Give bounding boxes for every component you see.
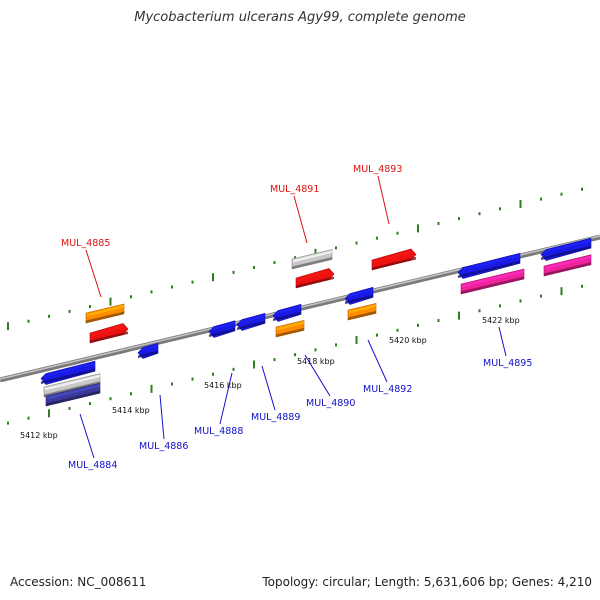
leader-mul-4890 bbox=[304, 354, 331, 397]
gene-block-mul-4888[interactable] bbox=[208, 320, 236, 338]
gene-block-mul-4890-highlight bbox=[274, 305, 301, 315]
gene-block-mul-4892-shadow bbox=[345, 294, 373, 304]
gene-block-mul-4895a-shadow bbox=[458, 260, 520, 278]
gene-block-mul-4893-shadow bbox=[372, 257, 416, 270]
gene-label-mul-4890[interactable]: MUL_4890 bbox=[306, 398, 355, 409]
gene-block-mul-4892a-highlight bbox=[349, 304, 376, 314]
gene-block-mul-4893-highlight bbox=[373, 250, 411, 264]
gene-block-mul-4891-shadow bbox=[296, 276, 334, 288]
gene-block-mul-4892a-shadow bbox=[348, 310, 376, 320]
gene-block-mul-4884[interactable] bbox=[40, 360, 96, 385]
ruler-label: 5412 kbp bbox=[20, 431, 58, 440]
gene-block-mul-4891a[interactable] bbox=[291, 249, 333, 270]
gene-block-mul-4895a[interactable] bbox=[457, 252, 521, 279]
gene-label-mul-4892[interactable]: MUL_4892 bbox=[363, 384, 412, 395]
gene-block-b-shadow bbox=[544, 262, 591, 276]
gene-block-mul-4885-highlight bbox=[91, 324, 123, 337]
gene-labels: 5412 kbp 5414 kbp 5416 kbp 5418 kbp 5420 kbp… bbox=[20, 164, 532, 471]
ruler-label: 5416 kbp bbox=[204, 381, 242, 390]
gene-block-mul-4884a-highlight bbox=[45, 374, 100, 391]
ruler-ticks-bottom bbox=[7, 284, 583, 425]
gene-block-mul-4885[interactable] bbox=[89, 323, 129, 344]
map-title: Mycobacterium ulcerans Agy99, complete g… bbox=[134, 10, 466, 25]
gene-block-mul-4886[interactable] bbox=[137, 342, 159, 359]
gene-label-mul-4893[interactable]: MUL_4893 bbox=[353, 164, 402, 175]
leader-mul-4889 bbox=[261, 365, 276, 411]
gene-block-mul-4885-shadow bbox=[90, 331, 128, 343]
gene-block-mul-4889[interactable] bbox=[236, 312, 266, 331]
ruler-label: 5414 kbp bbox=[112, 406, 150, 415]
leader-mul-4884 bbox=[79, 413, 95, 459]
gene-block-mul-4892a[interactable] bbox=[347, 302, 377, 321]
gene-block-mul-4892-highlight bbox=[346, 288, 373, 298]
ruler-label: 5418 kbp bbox=[297, 357, 335, 366]
gene-block-mul-4890[interactable] bbox=[272, 303, 302, 322]
leader-mul-4885 bbox=[85, 249, 102, 298]
gene-block-mul-4895a-highlight bbox=[459, 254, 520, 272]
gene-block-mul-4884b-shadow bbox=[46, 390, 100, 406]
gene-block-a-shadow bbox=[541, 245, 591, 260]
gene-block-mul-4895-shadow bbox=[461, 276, 524, 294]
gene-block-b-highlight bbox=[545, 255, 591, 270]
gene-block-mul-4891a-highlight bbox=[293, 250, 332, 263]
gene-block-mul-4885a-highlight bbox=[87, 304, 124, 317]
leader-mul-4891 bbox=[293, 195, 308, 244]
gene-block-mul-4884b[interactable] bbox=[45, 382, 101, 407]
gene-block-mul-4890a-shadow bbox=[276, 327, 304, 337]
gene-label-mul-4885[interactable]: MUL_4885 bbox=[61, 238, 110, 249]
gene-block-mul-4893[interactable] bbox=[371, 248, 417, 271]
gene-block-mul-4891-highlight bbox=[297, 269, 329, 282]
gene-features bbox=[40, 237, 592, 407]
gene-block-mul-4885a-shadow bbox=[86, 311, 124, 323]
gene-label-mul-4891[interactable]: MUL_4891 bbox=[270, 184, 319, 195]
gene-block-mul-4888-highlight bbox=[210, 321, 235, 331]
gene-block-mul-4895-highlight bbox=[462, 269, 524, 288]
gene-block-mul-4890a-highlight bbox=[277, 321, 304, 331]
label-leader-lines bbox=[79, 175, 507, 459]
gene-label-mul-4889[interactable]: MUL_4889 bbox=[251, 412, 300, 423]
gene-block-mul-4886-shadow bbox=[138, 350, 158, 358]
gene-block-mul-4884-highlight bbox=[42, 362, 95, 378]
gene-block-mul-4892[interactable] bbox=[344, 286, 374, 305]
gene-label-mul-4886[interactable]: MUL_4886 bbox=[139, 441, 188, 452]
gene-block-mul-4895[interactable] bbox=[460, 268, 525, 295]
gene-block-mul-4886-highlight bbox=[139, 344, 158, 352]
gene-block-mul-4885a[interactable] bbox=[85, 303, 125, 324]
gene-block-mul-4884-shadow bbox=[41, 368, 95, 384]
gene-label-mul-4884[interactable]: MUL_4884 bbox=[68, 460, 117, 471]
ruler-label: 5422 kbp bbox=[482, 316, 520, 325]
leader-mul-4893 bbox=[377, 175, 390, 225]
gene-block-a[interactable] bbox=[540, 237, 592, 261]
leader-mul-4892 bbox=[367, 339, 388, 383]
gene-block-mul-4891a-shadow bbox=[292, 256, 332, 269]
ruler-label: 5420 kbp bbox=[389, 336, 427, 345]
genome-summary: Topology: circular; Length: 5,631,606 bp… bbox=[262, 575, 592, 589]
leader-mul-4895 bbox=[498, 326, 507, 357]
gene-block-mul-4889-highlight bbox=[238, 314, 265, 324]
gene-block-mul-4891[interactable] bbox=[295, 268, 335, 289]
leader-mul-4886 bbox=[159, 394, 165, 440]
gene-label-mul-4895[interactable]: MUL_4895 bbox=[483, 358, 532, 369]
gene-block-b[interactable] bbox=[543, 254, 592, 277]
gene-label-mul-4888[interactable]: MUL_4888 bbox=[194, 426, 243, 437]
gene-block-mul-4890-shadow bbox=[273, 311, 301, 321]
leader-mul-4888 bbox=[219, 372, 233, 425]
accession-text: Accession: NC_008611 bbox=[10, 575, 147, 589]
gene-block-mul-4890a[interactable] bbox=[275, 319, 305, 338]
gene-block-mul-4884b-highlight bbox=[47, 384, 100, 400]
gene-block-a-highlight bbox=[542, 239, 591, 254]
gene-block-mul-4888-shadow bbox=[209, 328, 235, 337]
gene-block-mul-4889-shadow bbox=[237, 320, 265, 330]
